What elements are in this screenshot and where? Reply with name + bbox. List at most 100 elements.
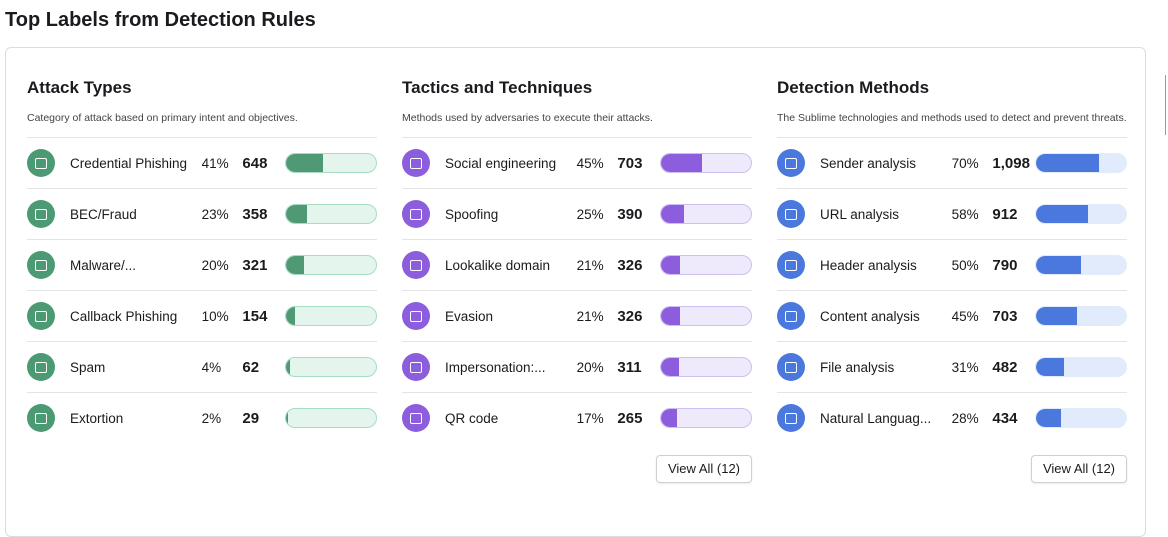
label-count: 326: [617, 256, 643, 274]
label-percent: 45%: [576, 155, 604, 171]
icon-glyph: [785, 412, 797, 424]
section: Tactics and Techniques Methods used by ad…: [402, 77, 752, 483]
icon-glyph: [410, 361, 422, 373]
icon-glyph: [785, 259, 797, 271]
bar-fill: [1036, 307, 1077, 325]
icon-glyph: [410, 259, 422, 271]
bar-fill: [286, 154, 324, 172]
label-percent: 50%: [951, 257, 979, 273]
label-icon: [402, 404, 430, 432]
icon-glyph: [785, 208, 797, 220]
bar-track: [660, 306, 752, 326]
label-percent: 25%: [576, 206, 604, 222]
bar-track: [1035, 357, 1127, 377]
label-count: 326: [617, 307, 643, 325]
label-name: BEC/Fraud: [70, 206, 137, 222]
bar-track: [1035, 204, 1127, 224]
bar-track: [1035, 255, 1127, 275]
columns: Attack Types Category of attack based on …: [27, 77, 1127, 483]
label-icon: [777, 251, 805, 279]
label-percent: 20%: [576, 359, 604, 375]
bar-fill: [1036, 256, 1082, 274]
label-icon: [27, 302, 55, 330]
section: Detection Methods The Sublime technologie…: [777, 77, 1127, 483]
bar-track: [660, 153, 752, 173]
label-percent: 21%: [576, 257, 604, 273]
bar-fill: [1036, 409, 1062, 427]
icon-glyph: [410, 310, 422, 322]
label-count: 390: [617, 205, 643, 223]
label-percent: 45%: [951, 308, 979, 324]
label-count: 29: [242, 409, 260, 427]
label-icon: [777, 404, 805, 432]
page-title: Top Labels from Detection Rules: [5, 9, 316, 31]
label-row: Spam 4% 62: [27, 341, 377, 392]
label-row: Impersonation:... 20% 311: [402, 341, 752, 392]
label-name: Header analysis: [820, 257, 917, 273]
bar-track: [285, 153, 377, 173]
bar-fill: [1036, 154, 1100, 172]
bar-fill: [661, 154, 702, 172]
bar-fill: [286, 307, 296, 325]
label-icon: [402, 251, 430, 279]
label-percent: 58%: [951, 206, 979, 222]
label-icon: [777, 353, 805, 381]
bar-track: [1035, 408, 1127, 428]
card: Attack Types Category of attack based on …: [5, 47, 1146, 537]
label-name: Callback Phishing: [70, 308, 178, 324]
icon-glyph: [35, 259, 47, 271]
bar-fill: [286, 409, 289, 427]
label-percent: 10%: [201, 308, 229, 324]
label-name: Sender analysis: [820, 155, 917, 171]
view-all-button[interactable]: View All (12): [1030, 455, 1127, 483]
bar-fill: [661, 256, 681, 274]
bar-track: [285, 204, 377, 224]
label-row: Lookalike domain 21% 326: [402, 239, 752, 290]
label-name: Content analysis: [820, 308, 920, 324]
label-count: 62: [242, 358, 260, 376]
label-name: Evasion: [445, 308, 494, 324]
label-name: QR code: [445, 410, 499, 426]
label-row: Evasion 21% 326: [402, 290, 752, 341]
icon-glyph: [785, 310, 797, 322]
label-icon: [402, 353, 430, 381]
bar-track: [660, 255, 752, 275]
label-row: Extortion 2% 29: [27, 392, 377, 443]
icon-glyph: [410, 412, 422, 424]
bar-track: [285, 306, 377, 326]
bar-track: [660, 408, 752, 428]
label-row: URL analysis 58% 912: [777, 188, 1127, 239]
label-count: 790: [992, 256, 1018, 274]
label-count: 434: [992, 409, 1018, 427]
label-row: Credential Phishing 41% 648: [27, 137, 377, 188]
scroll-edge: [1165, 75, 1166, 135]
bar-track: [660, 357, 752, 377]
label-name: Spoofing: [445, 206, 499, 222]
view-all-button[interactable]: View All (12): [655, 455, 752, 483]
label-row: Content analysis 45% 703: [777, 290, 1127, 341]
label-row: Sender analysis 70% 1,098: [777, 137, 1127, 188]
label-name: URL analysis: [820, 206, 900, 222]
bar-fill: [1036, 358, 1065, 376]
bar-fill: [661, 307, 681, 325]
label-icon: [777, 200, 805, 228]
label-row: BEC/Fraud 23% 358: [27, 188, 377, 239]
label-count: 311: [617, 358, 642, 376]
bar-track: [1035, 153, 1127, 173]
bar-fill: [286, 256, 305, 274]
label-percent: 20%: [201, 257, 229, 273]
section-description: The Sublime technologies and methods use…: [777, 112, 1127, 124]
label-count: 265: [617, 409, 643, 427]
section: Attack Types Category of attack based on …: [27, 77, 377, 483]
label-name: Social engineering: [445, 155, 557, 171]
label-name: File analysis: [820, 359, 895, 375]
label-percent: 4%: [201, 359, 222, 375]
bar-track: [285, 408, 377, 428]
label-percent: 2%: [201, 410, 222, 426]
label-percent: 21%: [576, 308, 604, 324]
bar-track: [285, 255, 377, 275]
label-name: Impersonation:...: [445, 359, 546, 375]
icon-glyph: [35, 361, 47, 373]
icon-glyph: [410, 208, 422, 220]
bar-fill: [286, 358, 290, 376]
